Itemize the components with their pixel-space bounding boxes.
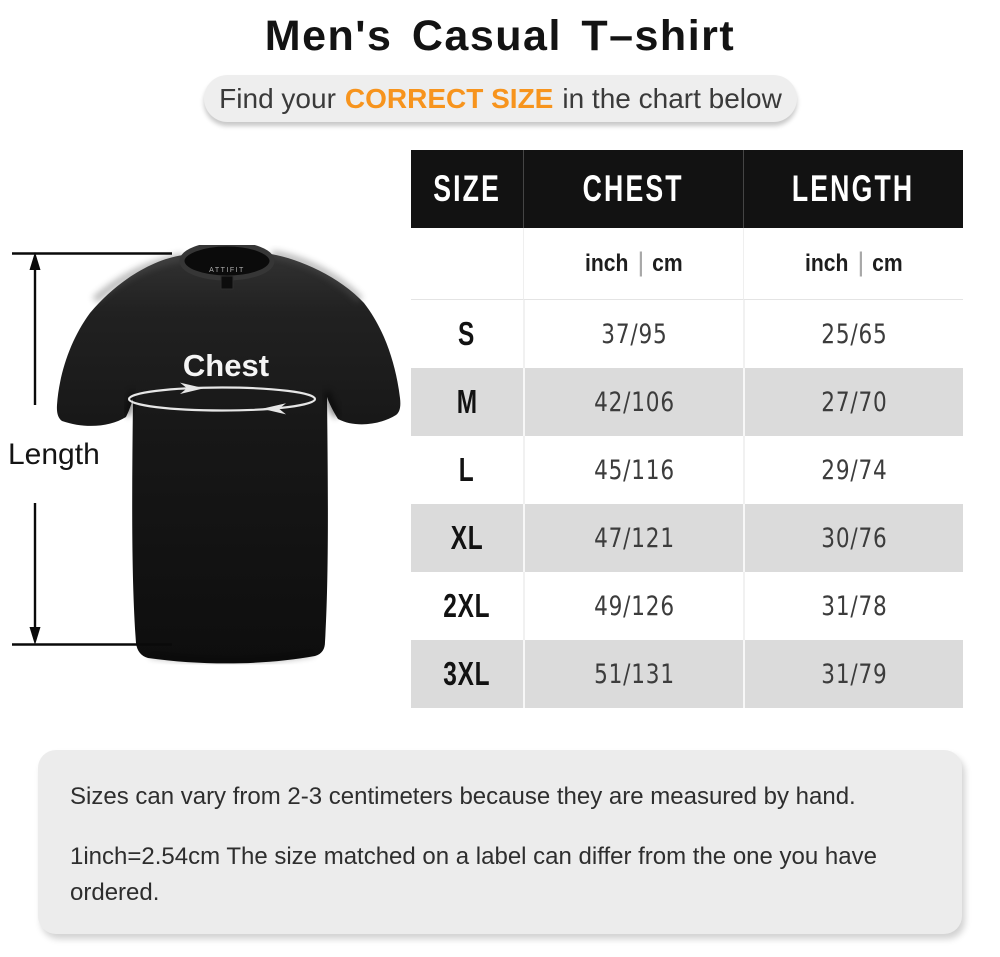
units-cell-length: inch | cm [743, 228, 963, 300]
length-cell: 30/76 [743, 504, 963, 572]
tshirt-measurement-diagram: ATTIFIT Chest Length [8, 245, 401, 664]
note-line-2: 1inch=2.54cm The size matched on a label… [70, 843, 877, 906]
notes-panel: Sizes can vary from 2-3 centimeters beca… [38, 750, 962, 934]
length-cell: 25/65 [743, 300, 963, 368]
table-row: S 37/95 25/65 [411, 300, 963, 368]
chest-cell: 42/106 [523, 368, 743, 436]
length-arrowhead-up [29, 252, 41, 270]
page-title: Men's Casual T–shirt [264, 12, 736, 60]
size-cell: XL [411, 504, 523, 572]
length-label: Length [8, 438, 100, 471]
table-row: 3XL 51/131 31/79 [411, 640, 963, 708]
length-arrowhead-down [29, 627, 41, 645]
table-row: XL 47/121 30/76 [411, 504, 963, 572]
banner-text-highlight: CORRECT SIZE [344, 82, 554, 114]
banner-text-prefix: Find your [219, 82, 336, 114]
header-cell-size: SIZE [411, 150, 523, 228]
find-size-banner: Find your CORRECT SIZE in the chart belo… [204, 75, 797, 122]
armpit-shadow-left [124, 391, 136, 417]
size-cell: S [411, 300, 523, 368]
chest-label: Chest [183, 348, 269, 383]
tshirt-body [56, 246, 401, 664]
size-cell: M [411, 368, 523, 436]
table-row: L 45/116 29/74 [411, 436, 963, 504]
chest-cell: 51/131 [523, 640, 743, 708]
table-units-row: inch | cm inch | cm [411, 228, 963, 300]
table-header-row: SIZE CHEST LENGTH [411, 150, 963, 228]
chest-measure-ellipse [127, 386, 317, 412]
length-cell: 31/79 [743, 640, 963, 708]
note-line-1: Sizes can vary from 2-3 centimeters beca… [70, 783, 856, 810]
size-chart-table: SIZE CHEST LENGTH inch | cm inch | cm S 37/9… [411, 150, 963, 708]
header-cell-length: LENGTH [743, 150, 963, 228]
length-cell: 29/74 [743, 436, 963, 504]
length-cell: 31/78 [743, 572, 963, 640]
units-cell-chest: inch | cm [523, 228, 743, 300]
units-cell-empty [411, 228, 523, 300]
neck-brand-label: ATTIFIT [209, 267, 245, 274]
table-row: 2XL 49/126 31/78 [411, 572, 963, 640]
chest-cell: 37/95 [523, 300, 743, 368]
size-cell: 3XL [411, 640, 523, 708]
chest-cell: 47/121 [523, 504, 743, 572]
table-row: M 42/106 27/70 [411, 368, 963, 436]
armpit-shadow-right [324, 391, 340, 418]
length-cell: 27/70 [743, 368, 963, 436]
shoulder-highlight-left [92, 253, 184, 303]
header-cell-chest: CHEST [523, 150, 743, 228]
banner-text-suffix: in the chart below [562, 82, 782, 114]
chest-cell: 49/126 [523, 572, 743, 640]
hem-shadow [149, 651, 315, 663]
neck-size-tag [220, 275, 234, 290]
size-cell: L [411, 436, 523, 504]
chest-arrowhead-left [262, 403, 286, 415]
size-cell: 2XL [411, 572, 523, 640]
shoulder-highlight-right [271, 250, 363, 303]
chest-arrowhead-right [180, 382, 204, 394]
chest-cell: 45/116 [523, 436, 743, 504]
